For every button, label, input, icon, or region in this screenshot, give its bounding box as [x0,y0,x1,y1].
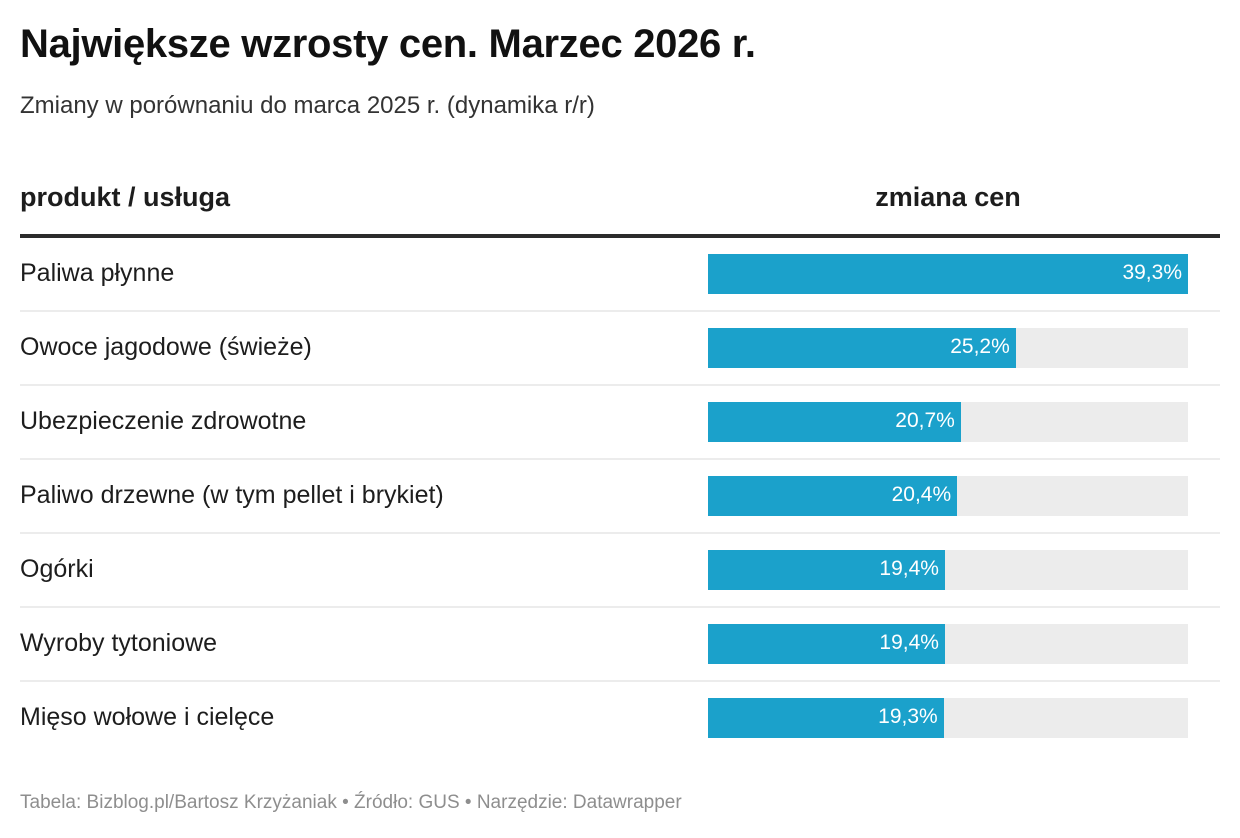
row-label: Mięso wołowe i cielęce [20,703,275,731]
table-header: produkt / usługa zmiana cen [20,172,1220,238]
row-label: Ogórki [20,555,94,583]
column-header-product[interactable]: produkt / usługa [20,182,231,212]
bar-value-label: 39,3% [1122,261,1182,284]
data-table: produkt / usługa zmiana cen Paliwa płynn… [20,172,1220,754]
bar-track: 25,2% [708,328,1188,368]
chart-title: Największe wzrosty cen. Marzec 2026 r. [20,22,756,66]
chart-subtitle: Zmiany w porównaniu do marca 2025 r. (dy… [20,92,595,119]
row-label: Owoce jagodowe (świeże) [20,333,312,361]
table-row: Paliwa płynne 39,3% [20,238,1220,312]
row-label: Ubezpieczenie zdrowotne [20,407,307,435]
bar: 19,4% [708,550,945,590]
table-row: Owoce jagodowe (świeże) 25,2% [20,312,1220,386]
bar-track: 19,4% [708,550,1188,590]
bar-value-label: 19,4% [879,631,939,654]
table-body: Paliwa płynne 39,3% Owoce jagodowe (świeże… [20,238,1220,754]
bar-track: 20,7% [708,402,1188,442]
source-footer: Tabela: Bizblog.pl/Bartosz Krzyżaniak • … [20,792,682,813]
row-label: Wyroby tytoniowe [20,629,218,657]
bar: 20,4% [708,476,958,516]
bar-value-label: 20,4% [891,483,952,506]
bar-track: 19,3% [708,698,1188,738]
bar: 20,7% [708,402,961,442]
bar: 39,3% [708,254,1188,294]
bar-track: 19,4% [708,624,1188,664]
bar: 25,2% [708,328,1016,368]
bar-value-label: 25,2% [950,335,1010,358]
bar: 19,3% [708,698,944,738]
table-row: Ogórki 19,4% [20,534,1220,608]
row-label: Paliwa płynne [20,259,175,287]
bar: 19,4% [708,624,945,664]
bar-value-label: 19,3% [878,705,938,728]
row-label: Paliwo drzewne (w tym pellet i brykiet) [20,481,444,509]
bar-track: 20,4% [708,476,1188,516]
table-row: Wyroby tytoniowe 19,4% [20,608,1220,682]
bar-value-label: 20,7% [895,409,955,432]
table-row: Ubezpieczenie zdrowotne 20,7% [20,386,1220,460]
table-row: Paliwo drzewne (w tym pellet i brykiet) 2… [20,460,1220,534]
bar-track: 39,3% [708,254,1188,294]
column-header-price-change[interactable]: zmiana cen [875,182,1021,212]
bar-value-label: 19,4% [879,557,939,580]
table-row: Mięso wołowe i cielęce 19,3% [20,682,1220,754]
